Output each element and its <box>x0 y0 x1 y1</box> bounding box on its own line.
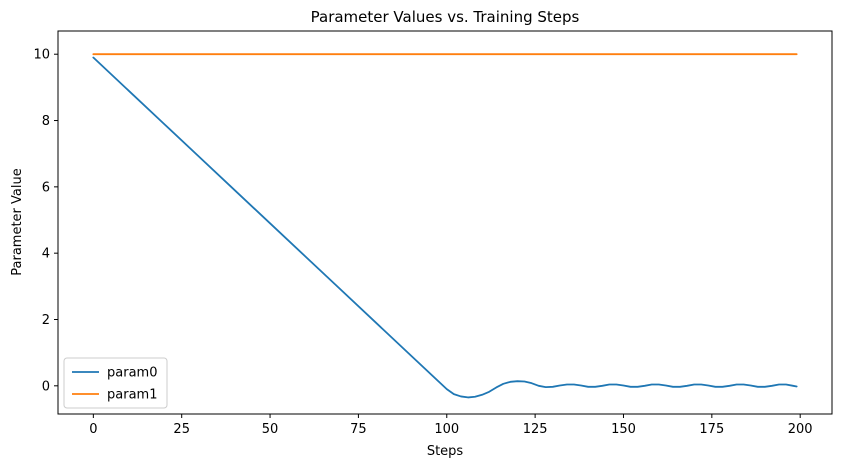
x-tick-label: 175 <box>699 422 724 437</box>
x-tick-label: 75 <box>350 422 367 437</box>
y-tick-label: 6 <box>42 180 50 195</box>
x-tick-label: 200 <box>788 422 813 437</box>
legend-box <box>63 357 168 409</box>
legend-label-param1: param1 <box>107 388 157 403</box>
x-tick-label: 50 <box>262 422 279 437</box>
x-tick-label: 100 <box>434 422 459 437</box>
x-axis-label: Steps <box>427 444 464 459</box>
y-tick-label: 0 <box>42 379 50 394</box>
y-tick-label: 2 <box>42 313 50 328</box>
x-tick-label: 0 <box>89 422 97 437</box>
y-tick-label: 10 <box>33 48 50 63</box>
chart-title: Parameter Values vs. Training Steps <box>311 8 580 26</box>
legend-label-param0: param0 <box>107 366 157 381</box>
y-tick-label: 8 <box>42 114 50 129</box>
x-tick-label: 150 <box>611 422 636 437</box>
y-tick-label: 4 <box>42 247 50 262</box>
legend: param0 param1 <box>63 357 168 409</box>
series-line-param0 <box>92 56 798 399</box>
x-tick-label: 125 <box>523 422 548 437</box>
y-axis-label: Parameter Value <box>10 168 25 275</box>
plot-frame <box>57 30 833 415</box>
x-tick-label: 25 <box>173 422 190 437</box>
